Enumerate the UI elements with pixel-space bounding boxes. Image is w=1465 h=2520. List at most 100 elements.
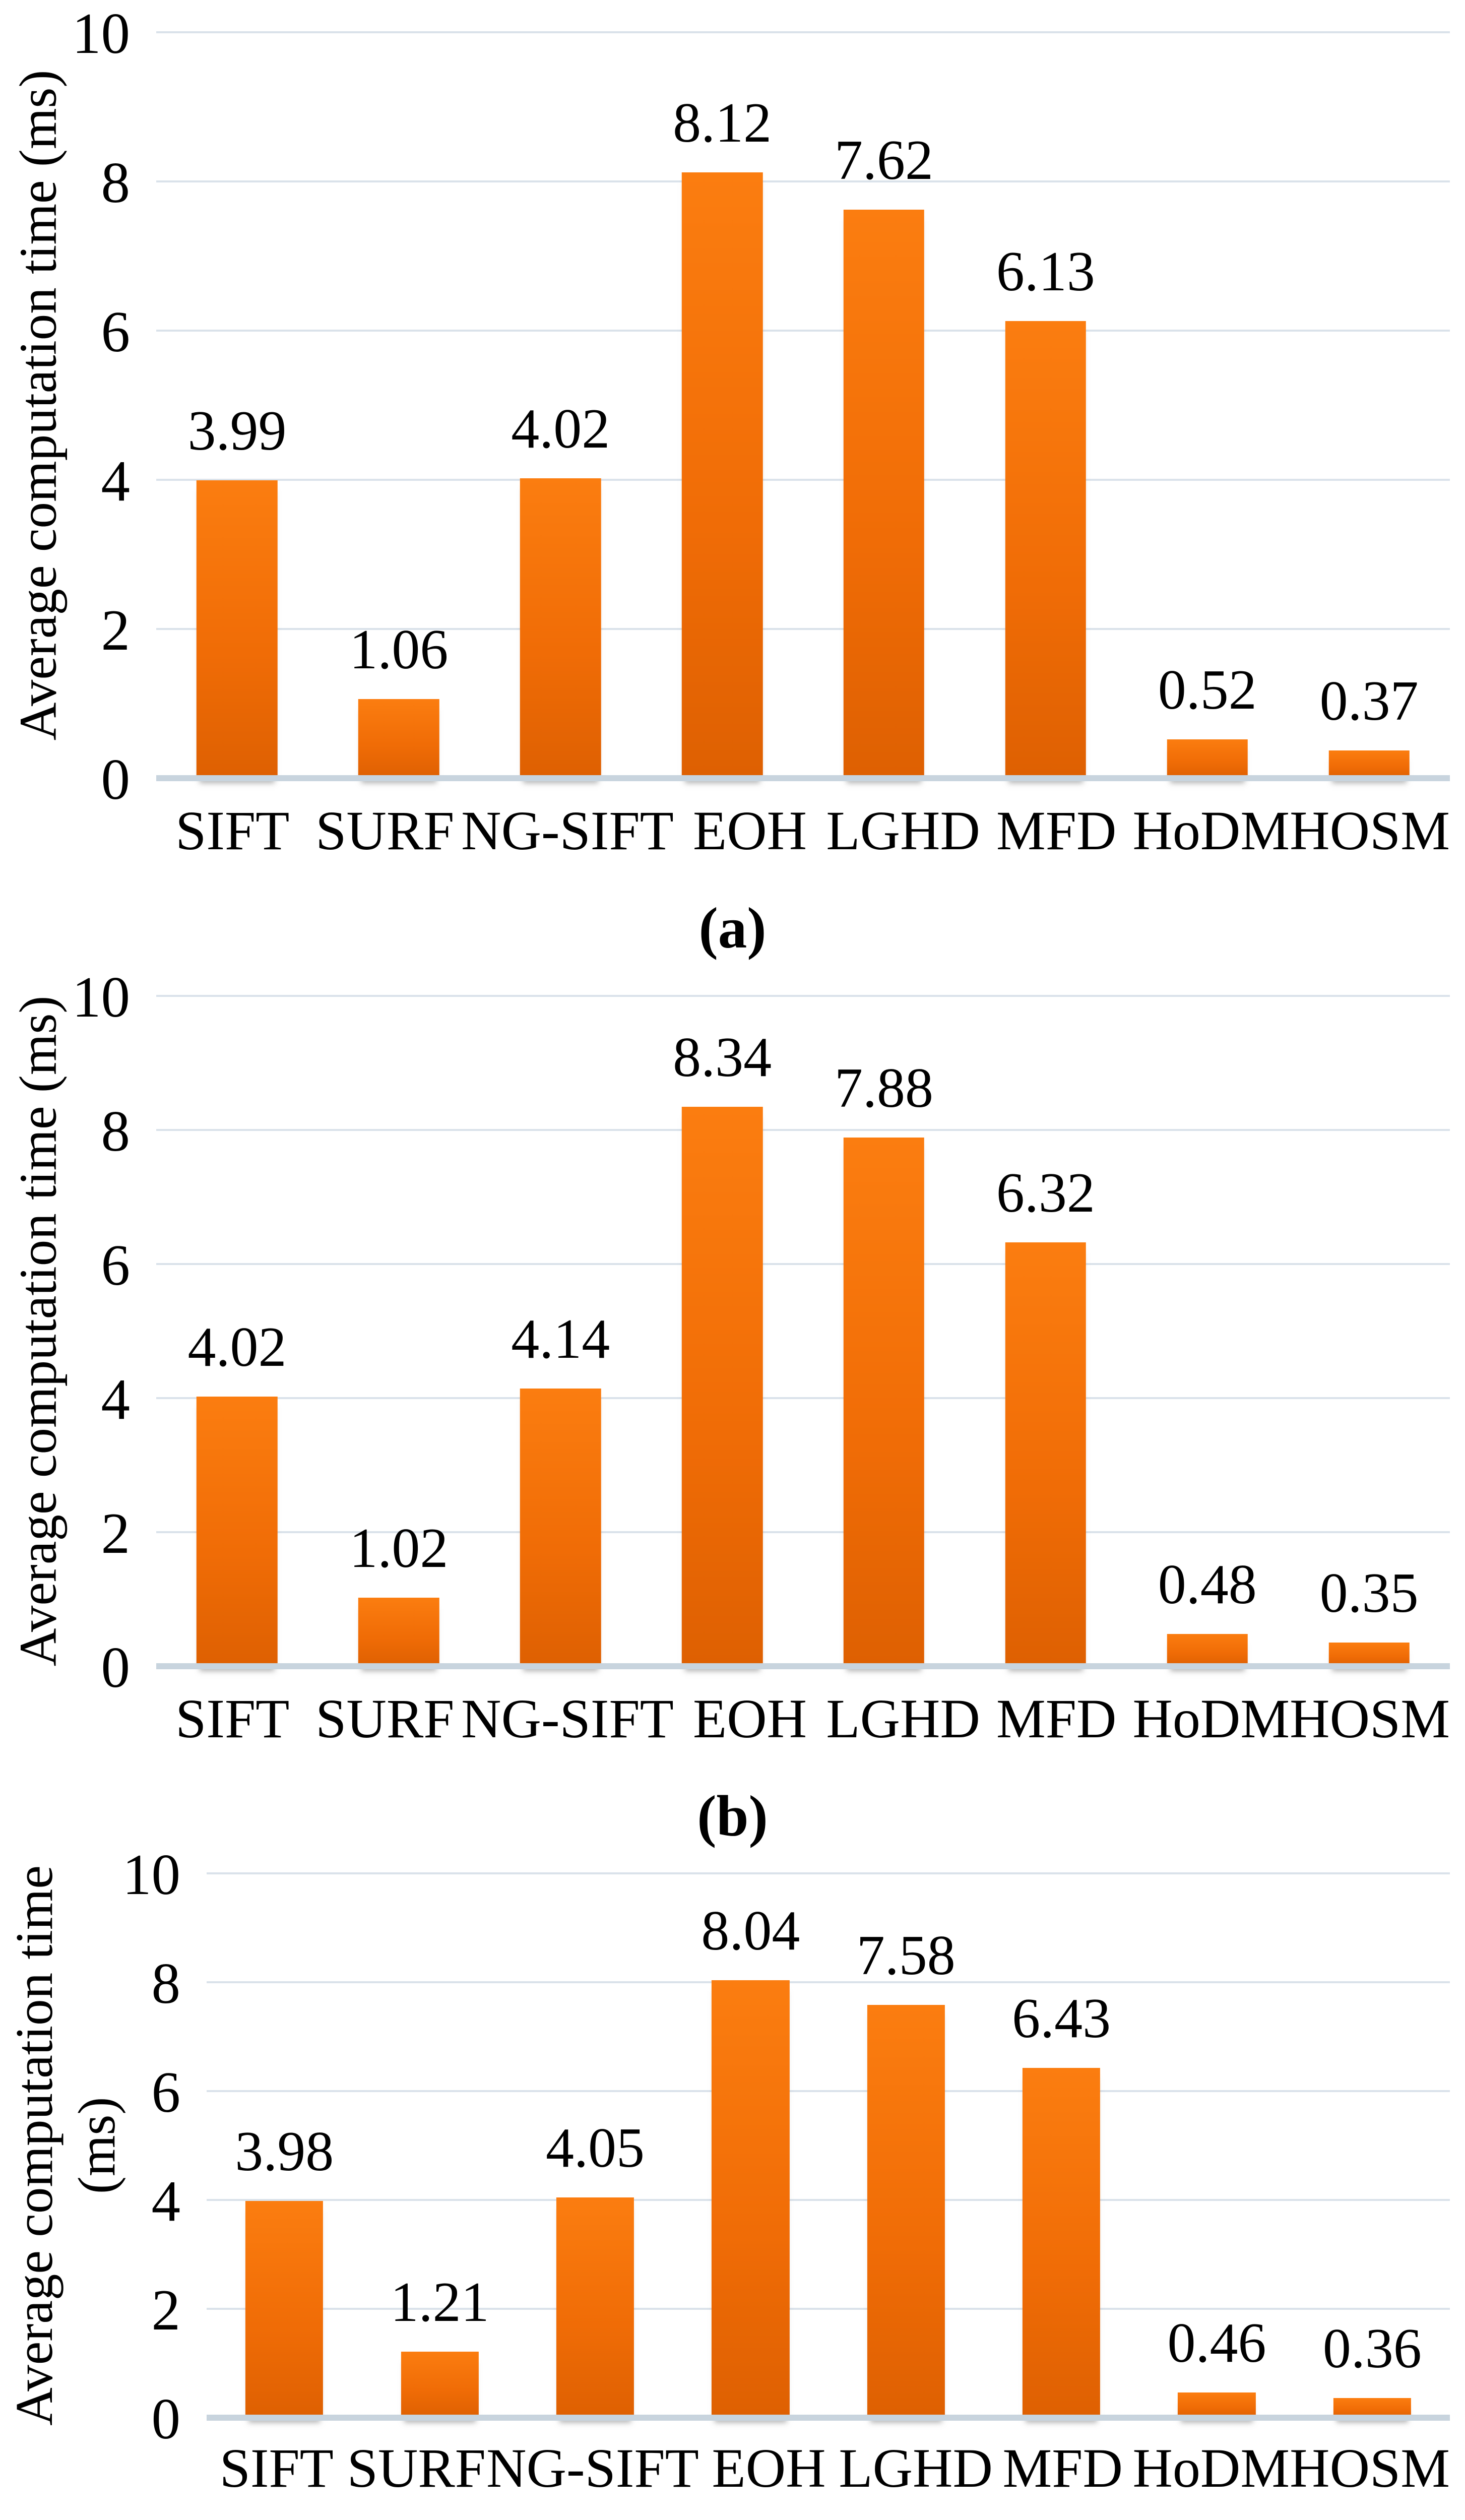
x-category-label: HOSM bbox=[1290, 1687, 1450, 1749]
value-label: 8.34 bbox=[673, 1026, 772, 1089]
plot-row: Average computation time (ms) 0 2 4 6 8 10 4.… bbox=[0, 968, 1465, 1696]
bar-eoh bbox=[681, 172, 763, 778]
y-tick-label: 2 bbox=[101, 1501, 131, 1565]
bar-mfd bbox=[1022, 2067, 1101, 2418]
y-tick-label: 4 bbox=[101, 449, 131, 513]
x-category-label: SIFT bbox=[175, 1687, 290, 1749]
gridline bbox=[156, 628, 1450, 630]
gridline bbox=[207, 2199, 1450, 2201]
bar-slot: 4.02 bbox=[156, 996, 318, 1666]
x-category-label: LGHD bbox=[826, 800, 980, 861]
y-axis-title-text: Average computation time (ms) bbox=[3, 1865, 128, 2426]
value-label: 0.48 bbox=[1158, 1553, 1257, 1616]
gridline bbox=[156, 1531, 1450, 1533]
value-label: 3.98 bbox=[235, 2120, 334, 2183]
y-axis-ticks: 0 2 4 6 8 10 bbox=[72, 5, 156, 808]
chart-a: Average computation time (ms) 0 2 4 6 8 10 3.… bbox=[0, 0, 1465, 961]
value-label: 0.36 bbox=[1322, 2317, 1422, 2380]
x-category-label: SIFT bbox=[219, 2437, 334, 2499]
bar-slot: 8.12 bbox=[642, 32, 803, 778]
y-tick-label: 8 bbox=[151, 1951, 181, 2015]
bar-slot: 0.36 bbox=[1295, 1873, 1450, 2418]
value-label: 4.02 bbox=[187, 1315, 287, 1378]
y-axis-title-text: Average computation time (ms) bbox=[7, 995, 69, 1666]
y-tick-label: 2 bbox=[151, 2278, 181, 2342]
chart-c: Average computation time (ms) 0 2 4 6 8 10 3.9… bbox=[0, 1846, 1465, 2520]
plot-row: Average computation time (ms) 0 2 4 6 8 10 3.… bbox=[0, 5, 1465, 808]
bar-slot: 0.37 bbox=[1288, 32, 1450, 778]
y-axis-ticks: 0 2 4 6 8 10 bbox=[72, 968, 156, 1696]
chart-b: Average computation time (ms) 0 2 4 6 8 10 4.… bbox=[0, 961, 1465, 1849]
bar-slot: 7.88 bbox=[803, 996, 965, 1666]
bar-mfd bbox=[1005, 1242, 1087, 1666]
bar-slots: 3.98 1.21 4.05 8.04 7.58 6.43 0.46 0.36 bbox=[207, 1873, 1450, 2418]
y-axis-title-line: Average computation time (ms) bbox=[8, 995, 68, 1666]
y-tick-label: 10 bbox=[72, 965, 130, 1029]
gridline bbox=[156, 479, 1450, 481]
gridline bbox=[156, 330, 1450, 332]
bar-slot: 0.52 bbox=[1126, 32, 1288, 778]
x-category-label: MFD bbox=[996, 1687, 1117, 1749]
x-category-label: MFD bbox=[996, 800, 1117, 861]
value-label: 6.32 bbox=[996, 1161, 1095, 1224]
x-category-label: SURF bbox=[347, 2437, 486, 2499]
subfigure-caption: (a) bbox=[698, 896, 767, 960]
bar-eoh bbox=[681, 1107, 763, 1666]
bar-slot: 1.06 bbox=[318, 32, 480, 778]
value-label: 7.88 bbox=[834, 1057, 933, 1120]
bar-lghd bbox=[867, 2005, 945, 2418]
y-tick-label: 0 bbox=[101, 1635, 131, 1699]
bar-slots: 4.02 1.02 4.14 8.34 7.88 6.32 0.48 0.35 bbox=[156, 996, 1450, 1666]
y-tick-label: 10 bbox=[122, 1842, 180, 1907]
x-category-label: MFD bbox=[1002, 2437, 1123, 2499]
value-label: 8.12 bbox=[673, 92, 772, 155]
bar-slot: 0.35 bbox=[1288, 996, 1450, 1666]
bar-slot: 8.34 bbox=[642, 996, 803, 1666]
bar-eoh bbox=[712, 1980, 790, 2418]
gridline bbox=[156, 994, 1450, 997]
y-axis-title-line: Average computation time bbox=[5, 1865, 64, 2426]
bar-sift bbox=[245, 2201, 324, 2418]
bar-sift bbox=[197, 1396, 278, 1666]
x-category-label: EOH bbox=[712, 2437, 826, 2499]
x-category-label: SURF bbox=[315, 800, 455, 861]
value-label: 4.14 bbox=[511, 1307, 610, 1370]
x-category-label: HoDM bbox=[1132, 1687, 1290, 1749]
x-category-label: HoDM bbox=[1132, 2437, 1290, 2499]
bar-slot: 4.05 bbox=[518, 1873, 673, 2418]
x-axis-baseline bbox=[156, 775, 1450, 781]
gridline bbox=[156, 1263, 1450, 1265]
x-category-label: SIFT bbox=[175, 800, 290, 861]
value-label: 1.21 bbox=[390, 2271, 489, 2334]
y-axis-title: Average computation time (ms) bbox=[0, 32, 76, 778]
bar-sift bbox=[197, 480, 278, 778]
bar-hodm bbox=[1167, 739, 1248, 778]
plot-area: 3.98 1.21 4.05 8.04 7.58 6.43 0.46 0.36 bbox=[207, 1872, 1450, 2421]
y-tick-label: 6 bbox=[151, 2060, 181, 2124]
bar-slot: 1.02 bbox=[318, 996, 480, 1666]
y-tick-label: 10 bbox=[72, 1, 130, 66]
bar-lghd bbox=[843, 210, 925, 778]
x-axis-baseline bbox=[156, 1663, 1450, 1669]
y-axis-ticks: 0 2 4 6 8 10 bbox=[122, 1846, 207, 2448]
bar-slot: 0.46 bbox=[1139, 1873, 1294, 2418]
gridline bbox=[207, 1872, 1450, 1874]
gridline bbox=[207, 2090, 1450, 2092]
bar-mfd bbox=[1005, 321, 1087, 778]
x-category-label: LGHD bbox=[839, 2437, 993, 2499]
bar-hosm bbox=[1328, 1642, 1410, 1666]
x-category-label: EOH bbox=[693, 1687, 807, 1749]
bar-hodm bbox=[1178, 2392, 1256, 2418]
y-tick-label: 8 bbox=[101, 150, 131, 215]
x-category-label: NG-SIFT bbox=[461, 1687, 674, 1749]
value-label: 6.13 bbox=[996, 240, 1095, 303]
bar-slot: 3.99 bbox=[156, 32, 318, 778]
x-category-label: NG-SIFT bbox=[461, 800, 674, 861]
value-label: 0.52 bbox=[1158, 659, 1257, 722]
gridline bbox=[207, 2308, 1450, 2310]
value-label: 1.02 bbox=[349, 1517, 449, 1580]
y-axis-title: Average computation time (ms) bbox=[0, 995, 76, 1666]
value-label: 0.37 bbox=[1319, 670, 1419, 733]
bar-surf bbox=[358, 699, 439, 778]
value-label: 0.46 bbox=[1167, 2312, 1266, 2375]
